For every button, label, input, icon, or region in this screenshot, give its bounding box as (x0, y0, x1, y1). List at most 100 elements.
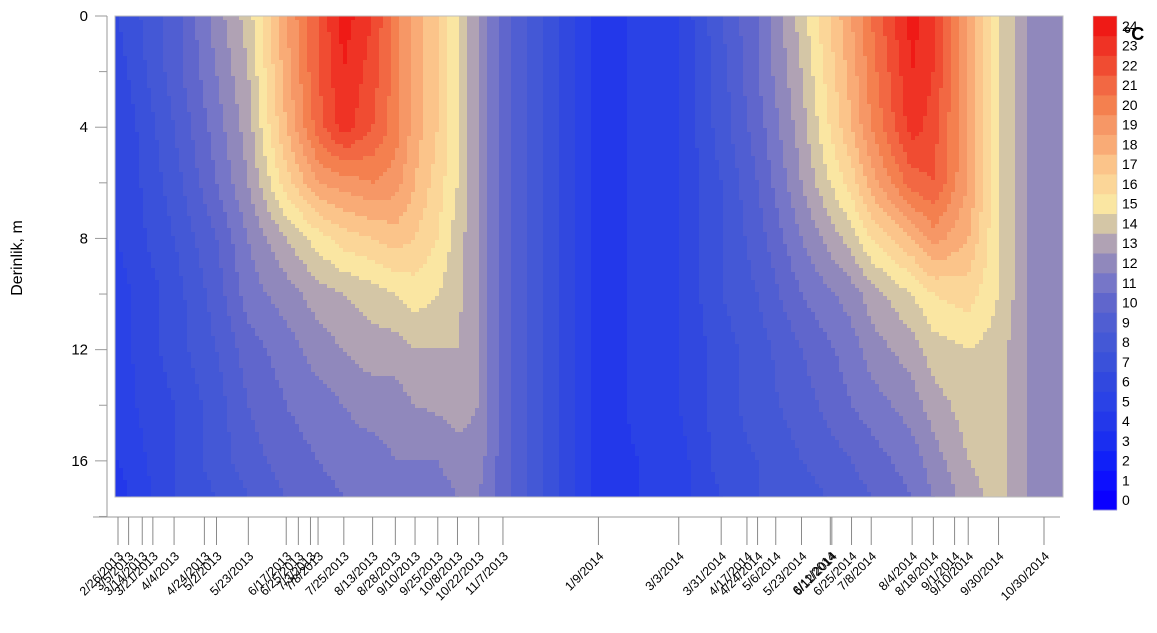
heatmap-cell (827, 48, 832, 53)
heatmap-cell (847, 80, 852, 85)
heatmap-cell (971, 68, 976, 73)
heatmap-cell (715, 60, 720, 65)
heatmap-cell (239, 64, 244, 69)
heatmap-cell (523, 76, 528, 81)
heatmap-cell (751, 52, 756, 57)
heatmap-cell (243, 28, 248, 33)
heatmap-cell (827, 80, 832, 85)
heatmap-cell (707, 16, 712, 21)
heatmap-cell (955, 84, 960, 89)
heatmap-cell (695, 36, 700, 41)
heatmap-cell (639, 56, 644, 61)
heatmap-cell (831, 56, 836, 61)
heatmap-cell (871, 48, 876, 53)
heatmap-cell (987, 84, 992, 89)
heatmap-cell (959, 52, 964, 57)
heatmap-cell (395, 64, 400, 69)
heatmap-cell (747, 52, 752, 57)
heatmap-cell (787, 44, 792, 49)
heatmap-cell (875, 28, 880, 33)
heatmap-cell (167, 24, 172, 29)
heatmap-cell (647, 56, 652, 61)
heatmap-cell (1023, 88, 1028, 93)
heatmap-cell (323, 64, 328, 69)
heatmap-cell (591, 40, 596, 45)
heatmap-cell (1003, 88, 1008, 93)
heatmap-cell (659, 68, 664, 73)
heatmap-cell (951, 60, 956, 65)
heatmap-cell (507, 24, 512, 29)
heatmap-cell (679, 84, 684, 89)
heatmap-cell (755, 36, 760, 41)
heatmap-cell (547, 48, 552, 53)
heatmap-cell (779, 20, 784, 25)
heatmap-cell (139, 16, 144, 21)
heatmap-cell (527, 88, 532, 93)
heatmap-cell (923, 52, 928, 57)
heatmap-cell (931, 16, 936, 21)
heatmap-cell (763, 84, 768, 89)
heatmap-cell (471, 28, 476, 33)
heatmap-cell (659, 64, 664, 69)
heatmap-cell (1055, 28, 1060, 33)
heatmap-cell (959, 68, 964, 73)
heatmap-cell (403, 52, 408, 57)
heatmap-cell (663, 68, 668, 73)
heatmap-cell (775, 40, 780, 45)
heatmap-cell (663, 20, 668, 25)
heatmap-cell (631, 96, 636, 101)
heatmap-cell (323, 36, 328, 41)
heatmap-cell (383, 48, 388, 53)
heatmap-cell (175, 68, 180, 73)
heatmap-cell (239, 52, 244, 57)
heatmap-cell (723, 52, 728, 57)
heatmap-cell (151, 20, 156, 25)
heatmap-cell (991, 40, 996, 45)
heatmap-cell (395, 56, 400, 61)
heatmap-cell (883, 64, 888, 69)
heatmap-cell (951, 76, 956, 81)
heatmap-cell (431, 28, 436, 33)
heatmap-cell (407, 28, 412, 33)
heatmap-cell (119, 48, 124, 53)
heatmap-cell (391, 84, 396, 89)
heatmap-cell (527, 36, 532, 41)
heatmap-cell (151, 92, 156, 97)
heatmap-cell (487, 16, 492, 21)
heatmap-cell (551, 32, 556, 37)
heatmap-cell (915, 24, 920, 29)
heatmap-cell (791, 88, 796, 93)
heatmap-cell (979, 20, 984, 25)
heatmap-cell (867, 56, 872, 61)
heatmap-cell (527, 64, 532, 69)
heatmap-cell (891, 76, 896, 81)
heatmap-cell (371, 88, 376, 93)
heatmap-cell (963, 44, 968, 49)
heatmap-cell (579, 56, 584, 61)
heatmap-cell (279, 68, 284, 73)
heatmap-cell (171, 96, 176, 101)
heatmap-cell (183, 32, 188, 37)
heatmap-cell (583, 24, 588, 29)
heatmap-cell (379, 28, 384, 33)
heatmap-cell (923, 32, 928, 37)
heatmap-cell (975, 84, 980, 89)
heatmap-cell (807, 64, 812, 69)
heatmap-cell (287, 24, 292, 29)
heatmap-cell (331, 52, 336, 57)
heatmap-cell (143, 100, 148, 105)
heatmap-cell (431, 96, 436, 101)
heatmap-cell (411, 16, 416, 21)
heatmap-cell (1039, 64, 1044, 69)
heatmap-cell (479, 32, 484, 37)
heatmap-cell (775, 96, 780, 101)
heatmap-cell (315, 28, 320, 33)
heatmap-cell (547, 24, 552, 29)
heatmap-cell (375, 76, 380, 81)
heatmap-cell (747, 56, 752, 61)
heatmap-cell (339, 60, 344, 65)
heatmap-cell (683, 64, 688, 69)
heatmap-cell (427, 36, 432, 41)
heatmap-cell (531, 76, 536, 81)
heatmap-cell (443, 80, 448, 85)
